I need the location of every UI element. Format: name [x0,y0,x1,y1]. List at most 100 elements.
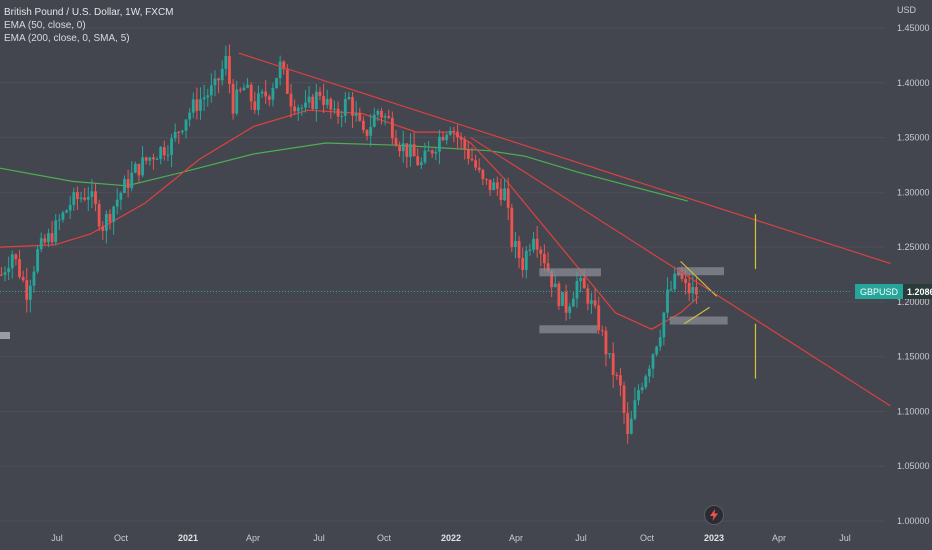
candle-body [535,238,539,250]
candle-body [434,151,438,154]
price-axis[interactable]: 1.45000 1.40000 1.35000 1.30000 1.25000 1.200… [897,23,930,526]
candle-body [651,354,655,369]
candle-body [340,115,344,117]
legend-ema-50[interactable]: EMA (50, close, 0) [4,20,86,31]
candle-body [202,97,206,100]
price-tick-label: 1.25000 [897,242,930,252]
candle-body [322,95,325,105]
candle-body [282,61,286,70]
candle-body [590,300,593,304]
candle-body [691,287,695,294]
candle-body [456,131,459,138]
time-tick-label: Apr [246,533,260,543]
candle-body [427,150,430,152]
price-zone [676,267,724,276]
candle-body [83,197,87,200]
candle-body [184,119,188,131]
support-resistance-zones[interactable] [539,267,728,334]
candle-body [79,197,83,199]
time-tick-label: Apr [509,533,523,543]
candle-body [108,213,112,222]
candle-body [459,137,463,140]
candle-body [673,273,677,290]
time-tick-label: Oct [114,533,129,543]
candle-body [104,213,108,231]
candle-body [68,205,72,211]
lightning-icon[interactable] [704,505,724,525]
candle-body [300,107,304,109]
candle-body [304,102,307,108]
time-tick-label: Oct [377,533,392,543]
candle-body [289,93,293,107]
candle-body [144,157,148,161]
candle-body [217,78,220,81]
candle-body [159,147,163,159]
candle-body [539,249,543,254]
price-tick-label: 1.05000 [897,461,930,471]
trendline [238,52,891,265]
candlestick-series[interactable] [0,44,698,444]
candle-body [249,84,253,102]
candle-body [365,129,369,136]
grid [0,27,885,522]
candle-body [39,238,43,250]
candle-body [148,157,152,161]
time-tick-label: 2022 [441,533,461,543]
candle-body [94,191,97,204]
candle-body [267,96,271,100]
legend-ema-200[interactable]: EMA (200, close, 0, SMA, 5) [4,33,130,44]
chart-legend: British Pound / U.S. Dollar, 1W, FXCM EM… [4,6,174,45]
candle-body [684,278,687,284]
candle-body [61,212,65,220]
candle-body [343,99,347,116]
legend-title[interactable]: British Pound / U.S. Dollar, 1W, FXCM [4,7,174,18]
candle-body [561,292,564,306]
candle-body [3,272,7,275]
trendlines[interactable] [238,52,891,407]
candle-body [477,167,481,171]
ema-50-line[interactable] [0,109,700,330]
candle-body [687,283,691,294]
last-price-tag: GBPUSD 1.20861 [855,284,932,299]
candle-body [506,188,510,208]
candle-body [481,170,485,180]
candle-body [36,249,39,272]
price-tick-label: 1.00000 [897,516,930,526]
candle-body [358,113,362,121]
candle-body [47,233,50,243]
candle-body [514,240,517,247]
candle-body [188,112,192,120]
candle-body [220,68,224,81]
candle-body [571,298,575,307]
price-tick-label: 1.40000 [897,78,930,88]
candle-body [7,268,11,273]
candle-body [311,96,315,110]
candle-body [50,233,54,243]
candle-body [354,113,358,116]
candle-body [405,143,409,157]
time-tick-label: Jul [313,533,325,543]
candle-body [608,353,611,355]
candle-body [72,192,76,206]
candle-body [347,97,351,100]
time-axis[interactable]: Jul Oct 2021 Apr Jul Oct 2022 Apr Jul Oct 2023 Apr J… [51,533,851,543]
candle-body [206,95,210,98]
candle-body [637,390,640,401]
candle-body [351,97,354,116]
candle-body [333,108,336,110]
candle-body [228,55,231,84]
candle-body [362,120,365,130]
candle-body [647,368,651,377]
candle-body [582,278,586,289]
candle-body [271,88,275,100]
candle-body [441,136,445,141]
candle-body [387,116,391,118]
candle-body [293,106,297,112]
candle-body [285,69,289,94]
last-price-value: 1.20861 [903,284,932,299]
candle-body [510,207,514,247]
price-zone [539,268,601,277]
candle-body [257,93,260,110]
price-tick-label: 1.15000 [897,352,930,362]
